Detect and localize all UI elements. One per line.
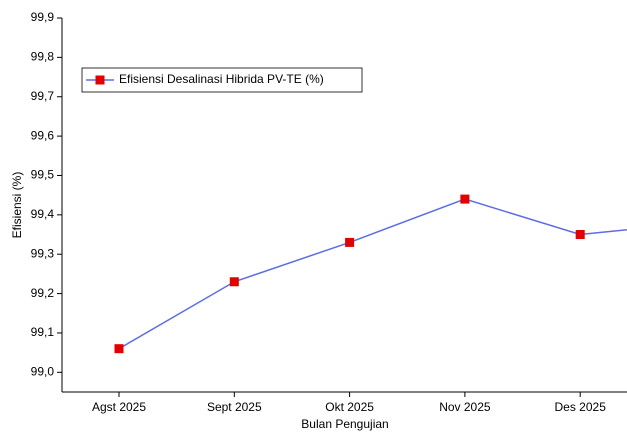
y-tick-label: 99,4 bbox=[31, 207, 55, 221]
x-axis-label: Bulan Pengujian bbox=[301, 417, 388, 431]
x-tick-label: Sept 2025 bbox=[207, 400, 262, 414]
y-tick-label: 99,5 bbox=[31, 168, 55, 182]
y-tick-label: 99,2 bbox=[31, 286, 55, 300]
legend-marker bbox=[95, 75, 105, 85]
data-marker bbox=[575, 230, 585, 240]
data-marker bbox=[345, 237, 355, 247]
x-tick-label: Nov 2025 bbox=[439, 400, 491, 414]
legend-box bbox=[81, 67, 363, 93]
x-tick-label: Agst 2025 bbox=[92, 400, 146, 414]
y-tick-label: 99,8 bbox=[31, 50, 55, 64]
data-marker bbox=[229, 277, 239, 287]
y-axis-label: Efisiensi (%) bbox=[10, 172, 24, 239]
x-tick-label: Okt 2025 bbox=[325, 400, 374, 414]
y-tick-label: 99,0 bbox=[31, 364, 55, 378]
y-tick-label: 99,6 bbox=[31, 128, 55, 142]
y-tick-label: 99,1 bbox=[31, 325, 55, 339]
data-marker bbox=[460, 194, 470, 204]
legend-label: Efisiensi Desalinasi Hibrida PV-TE (%) bbox=[119, 72, 324, 86]
y-tick-label: 99,9 bbox=[31, 10, 55, 24]
y-tick-label: 99,3 bbox=[31, 246, 55, 260]
x-tick-label: Des 2025 bbox=[555, 400, 607, 414]
data-marker bbox=[114, 344, 124, 354]
y-tick-label: 99,7 bbox=[31, 89, 55, 103]
data-line bbox=[118, 198, 627, 350]
